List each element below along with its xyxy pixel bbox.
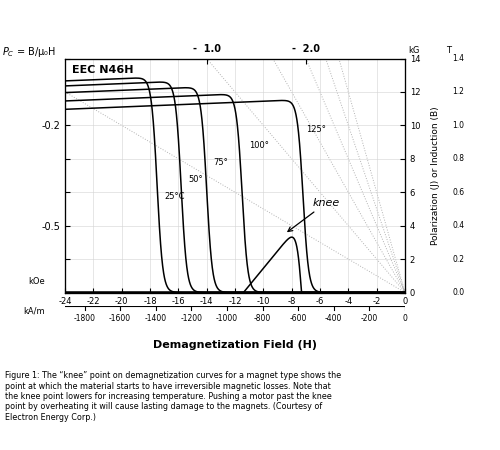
Text: -1600: -1600 <box>109 314 131 323</box>
Text: -1400: -1400 <box>144 314 167 323</box>
Text: 25°C: 25°C <box>164 192 184 201</box>
Text: 0.4: 0.4 <box>452 221 464 230</box>
Text: Demagnetization Field (H): Demagnetization Field (H) <box>153 340 317 350</box>
Text: -1000: -1000 <box>216 314 238 323</box>
Text: T: T <box>446 46 451 55</box>
Text: 75°: 75° <box>214 158 228 167</box>
Text: EEC N46H: EEC N46H <box>72 65 134 75</box>
Text: kOe: kOe <box>28 277 45 286</box>
Text: kA/m: kA/m <box>24 306 45 315</box>
Text: 0.0: 0.0 <box>452 288 464 297</box>
Text: 125°: 125° <box>306 125 326 134</box>
Text: -800: -800 <box>254 314 271 323</box>
Text: 100°: 100° <box>249 141 269 150</box>
Text: 50°: 50° <box>188 175 203 184</box>
Text: 0.8: 0.8 <box>452 154 464 163</box>
Text: kG: kG <box>408 46 420 55</box>
Y-axis label: Polarization (J) or Induction (B): Polarization (J) or Induction (B) <box>432 106 440 245</box>
Text: 1.0: 1.0 <box>452 121 464 130</box>
Text: 0.2: 0.2 <box>452 255 464 264</box>
Text: -600: -600 <box>290 314 307 323</box>
Text: 1.4: 1.4 <box>452 54 464 63</box>
Text: $P_C$ = B/μ₀H: $P_C$ = B/μ₀H <box>2 45 56 59</box>
Text: -1200: -1200 <box>180 314 203 323</box>
Text: 0: 0 <box>402 314 407 323</box>
Text: -1800: -1800 <box>74 314 96 323</box>
Text: knee: knee <box>288 198 340 231</box>
Text: -200: -200 <box>361 314 378 323</box>
Text: Figure 1: The “knee” point on demagnetization curves for a magnet type shows the: Figure 1: The “knee” point on demagnetiz… <box>5 371 341 422</box>
Text: 1.2: 1.2 <box>452 87 464 96</box>
Text: -400: -400 <box>325 314 342 323</box>
Text: 0.6: 0.6 <box>452 188 464 197</box>
